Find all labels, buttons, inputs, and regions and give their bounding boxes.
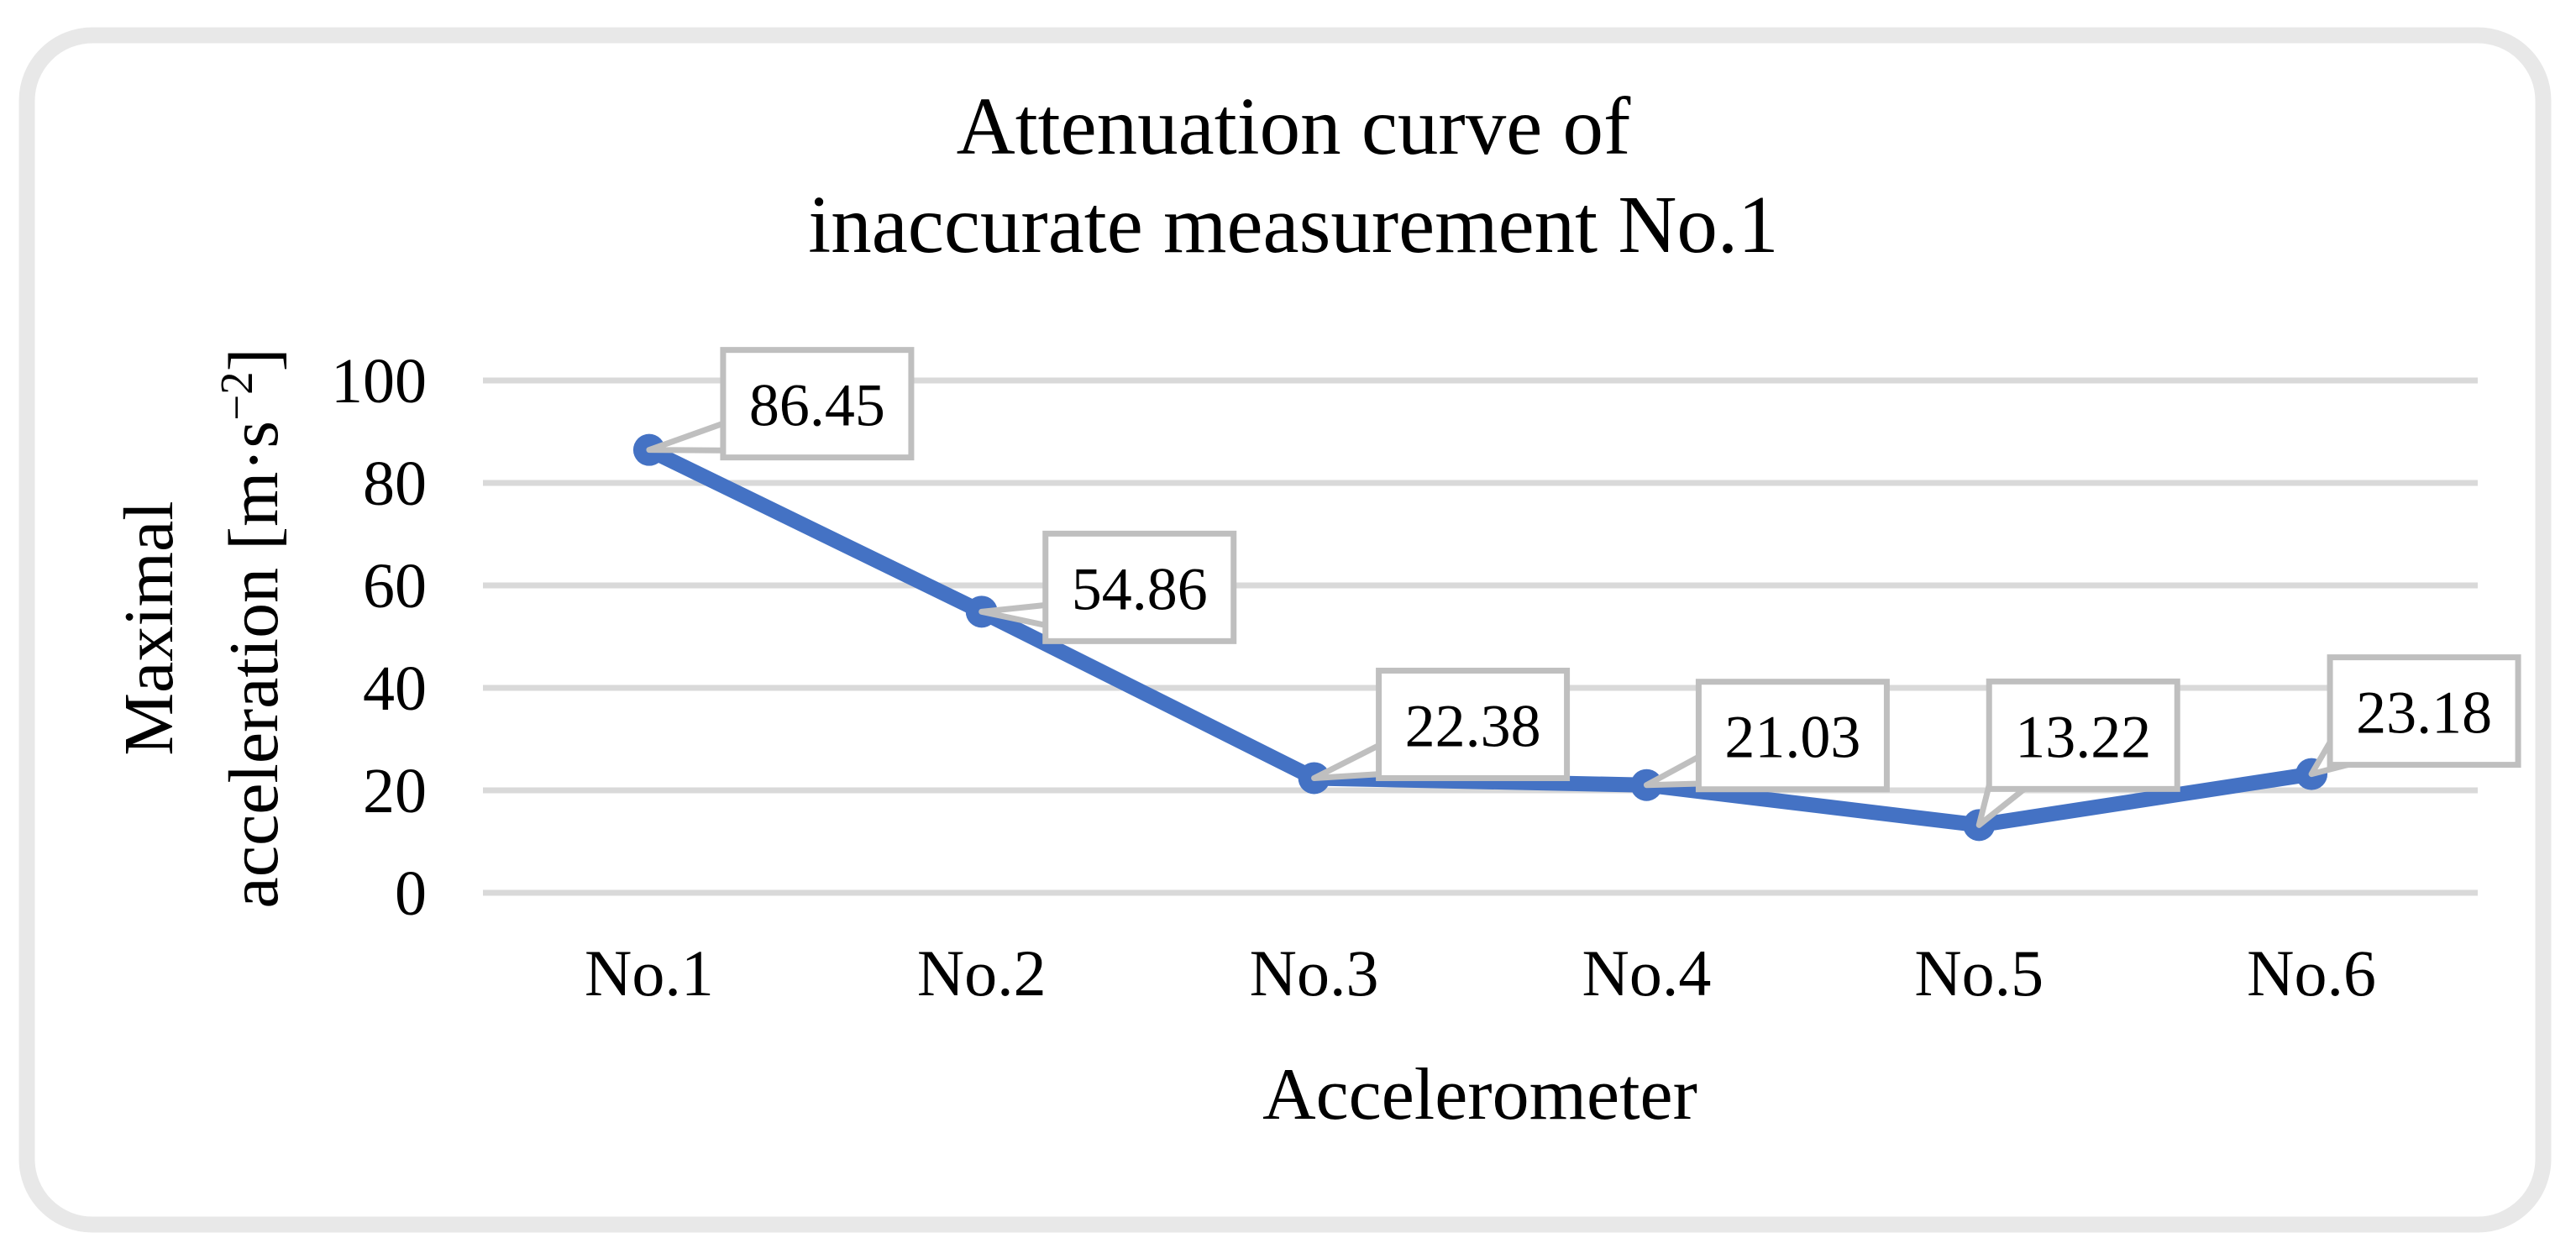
chart-title-line1: Attenuation curve of xyxy=(957,81,1631,171)
x-tick-label: No.1 xyxy=(585,936,714,1010)
y-axis-title: Maximal acceleration [m·s−2] xyxy=(110,348,293,908)
y-tick-label: 40 xyxy=(363,653,427,724)
data-label-text: 13.22 xyxy=(2015,703,2151,770)
chart-title-line2: inaccurate measurement No.1 xyxy=(808,180,1778,270)
data-label-callout-box xyxy=(2327,654,2521,769)
y-tick-label: 20 xyxy=(363,756,427,826)
data-label-text: 21.03 xyxy=(1724,704,1860,771)
chart-frame-border xyxy=(18,27,2552,1233)
data-label-text: 54.86 xyxy=(1072,555,1208,622)
y-tick-label: 80 xyxy=(363,449,427,519)
x-axis-tick-labels: No.1 No.2 No.3 No.4 No.5 No.6 xyxy=(585,936,2376,1010)
data-label-callout-box xyxy=(1986,678,2180,792)
y-axis-title-line2-suffix: ] xyxy=(215,348,293,371)
data-label-callout-box xyxy=(1042,530,1237,644)
data-label-callouts: 86.45 54.86 22.38 21.03 13.22 23.18 xyxy=(646,347,2521,828)
x-tick-label: No.2 xyxy=(917,936,1047,1010)
chart-title: Attenuation curve of inaccurate measurem… xyxy=(808,81,1778,270)
y-axis-title-superscript: −2 xyxy=(211,371,262,421)
data-label-callout-box xyxy=(720,347,915,461)
data-label-callout-box xyxy=(1695,679,1890,793)
y-tick-label: 100 xyxy=(331,346,427,417)
data-label-text: 23.18 xyxy=(2356,679,2492,747)
series-line xyxy=(641,442,2320,833)
x-tick-label: No.5 xyxy=(1914,936,2043,1010)
data-label-text: 86.45 xyxy=(749,372,885,439)
y-axis-tick-labels: 0 20 40 60 80 100 xyxy=(331,346,427,929)
y-tick-label: 60 xyxy=(363,551,427,622)
y-axis-title-line2-prefix: acceleration [m·s xyxy=(215,421,293,909)
x-tick-label: No.4 xyxy=(1582,936,1711,1010)
data-label-text: 22.38 xyxy=(1405,692,1541,759)
x-tick-label: No.6 xyxy=(2247,936,2376,1010)
y-tick-label: 0 xyxy=(395,858,427,929)
data-label-callout-box xyxy=(1376,667,1571,781)
y-axis-title-line1: Maximal xyxy=(110,501,188,755)
y-axis-title-line2: acceleration [m·s−2] xyxy=(211,348,293,908)
x-axis-title: Accelerometer xyxy=(1262,1054,1697,1136)
x-tick-label: No.3 xyxy=(1250,936,1379,1010)
